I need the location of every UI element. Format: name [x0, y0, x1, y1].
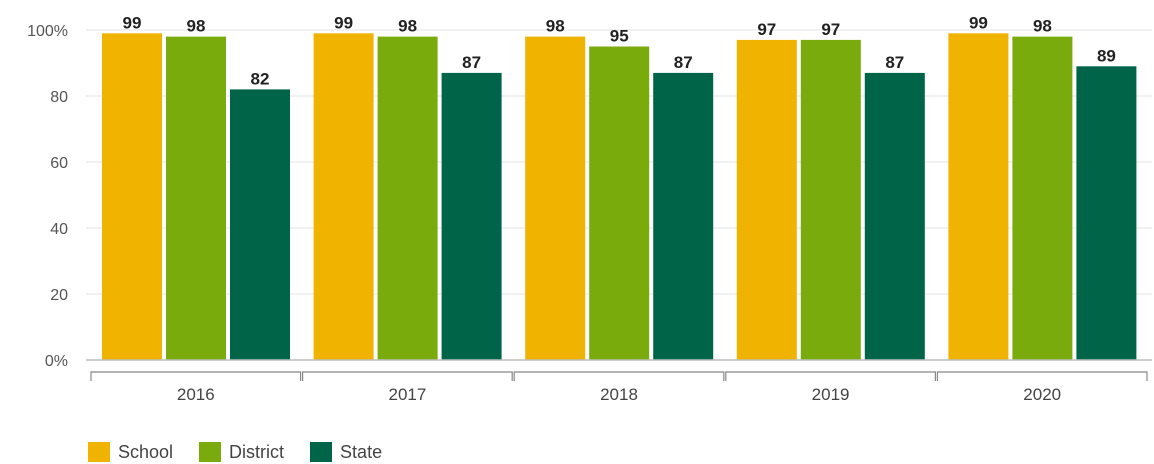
legend-label: School: [118, 441, 174, 462]
y-tick-label: 0%: [45, 353, 68, 370]
legend: School District State: [88, 440, 408, 464]
bar-school-2016: [102, 33, 162, 361]
data-label: 99: [123, 13, 142, 32]
bar-state-2020: [1076, 66, 1137, 361]
data-label: 99: [334, 13, 353, 32]
bar-school-2020: [948, 33, 1009, 361]
y-tick-label: 80: [50, 89, 68, 106]
data-label: 98: [398, 17, 417, 36]
data-label: 98: [1033, 17, 1052, 36]
bar-state-2016: [230, 89, 290, 361]
x-tick-label: 2018: [600, 385, 638, 404]
bars: [102, 33, 1137, 361]
bar-state-2018: [653, 72, 714, 361]
x-tick-label: 2019: [812, 385, 850, 404]
category-bracket: [936, 371, 1148, 381]
legend-swatch: [310, 442, 333, 462]
bar-district-2017: [377, 36, 438, 360]
category-bracket: [302, 371, 513, 381]
bar-school-2018: [525, 36, 586, 360]
legend-label: District: [229, 441, 285, 462]
bar-district-2016: [166, 36, 226, 360]
y-tick-label: 100%: [27, 23, 68, 40]
data-label: 87: [674, 53, 693, 72]
x-tick-label: 2016: [177, 385, 215, 404]
bar-state-2017: [441, 72, 502, 361]
legend-item-state: State: [310, 442, 382, 463]
y-tick-label: 40: [50, 221, 68, 238]
x-axis: 2016 2017 2018 2019 2020: [86, 359, 1152, 404]
data-label: 98: [546, 17, 565, 36]
data-label: 89: [1097, 46, 1116, 65]
bar-school-2017: [313, 33, 374, 361]
category-bracket: [513, 371, 725, 381]
y-tick-label: 60: [50, 155, 68, 172]
data-labels: 99 98 82 99 98 87 98 95 87 97 97 87 99 98 89: [123, 13, 1116, 88]
data-label: 95: [610, 27, 629, 46]
legend-item-district: District: [199, 442, 284, 463]
data-label: 87: [462, 53, 481, 72]
data-label: 87: [885, 53, 904, 72]
y-axis-ticks: 0% 20 40 60 80 100%: [27, 23, 68, 370]
x-tick-label: 2017: [388, 385, 426, 404]
category-bracket: [725, 371, 936, 381]
bar-district-2019: [800, 39, 861, 361]
data-label: 97: [821, 20, 840, 39]
y-tick-label: 20: [50, 287, 68, 304]
legend-swatch: [199, 442, 222, 462]
legend-item-school: School: [88, 442, 173, 463]
data-label: 99: [969, 13, 988, 32]
data-label: 82: [251, 69, 270, 88]
legend-label: State: [340, 441, 383, 462]
bar-state-2019: [864, 72, 925, 361]
bar-district-2018: [589, 46, 650, 360]
x-tick-label: 2020: [1023, 385, 1061, 404]
bar-school-2019: [736, 39, 797, 361]
bar-district-2020: [1012, 36, 1073, 360]
data-label: 97: [757, 20, 776, 39]
legend-swatch: [88, 442, 110, 462]
category-bracket: [90, 371, 302, 381]
data-label: 98: [187, 17, 206, 36]
